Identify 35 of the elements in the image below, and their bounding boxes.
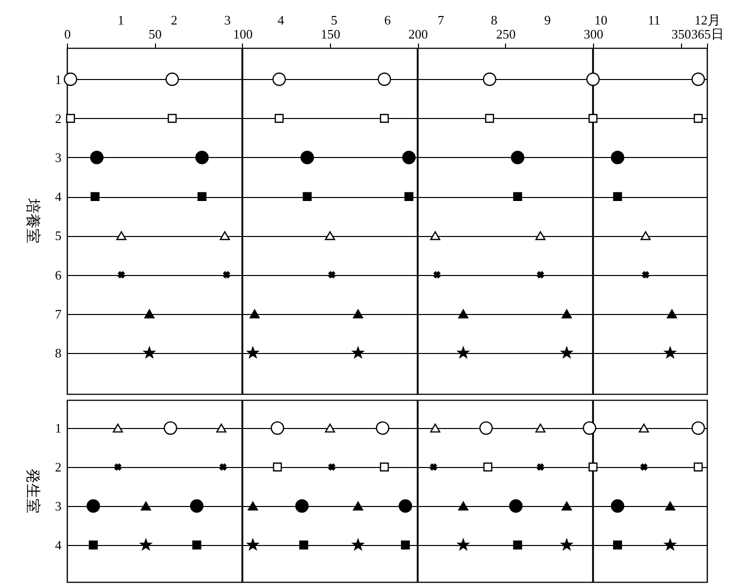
- x2-tick-label: 2: [170, 12, 178, 28]
- x2-tick-label: 10: [594, 12, 608, 28]
- y-tick-label: 1: [55, 420, 62, 436]
- y-axis-title: 発生室: [24, 468, 41, 514]
- x-tick-label: 200: [408, 26, 428, 42]
- x2-tick-label: 12月: [694, 12, 720, 28]
- x2-tick-label: 1: [118, 12, 124, 28]
- y-tick-label: 1: [55, 72, 62, 87]
- x2-tick-label: 11: [648, 12, 660, 28]
- y-tick-label: 3: [55, 150, 62, 165]
- y-tick-label: 4: [55, 537, 62, 552]
- x-tick-label: 150: [320, 26, 340, 42]
- x-tick-label: 100: [233, 26, 253, 42]
- y-tick-label: 4: [55, 189, 62, 204]
- x-tick-label: 0: [64, 26, 71, 42]
- y-tick-label: 8: [55, 345, 62, 360]
- x-tick-label: 300: [584, 26, 604, 42]
- x2-tick-label: 6: [384, 12, 392, 28]
- x-tick-label: 250: [496, 26, 516, 42]
- x-tick-label: 365日: [691, 26, 724, 42]
- y-tick-label: 5: [55, 228, 62, 244]
- y-axis-title: 培養室: [24, 198, 41, 244]
- x-tick-label: 50: [148, 26, 162, 42]
- y-tick-label: 3: [55, 498, 62, 514]
- y-tick-label: 7: [55, 306, 62, 322]
- x2-tick-label: 8: [490, 12, 498, 28]
- x-tick-label: 350: [671, 26, 691, 42]
- y-tick-label: 6: [55, 267, 62, 282]
- x2-tick-label: 4: [278, 12, 285, 28]
- y-tick-label: 2: [55, 110, 62, 126]
- x2-tick-label: 9: [544, 12, 551, 28]
- x2-tick-label: 3: [224, 12, 231, 28]
- y-tick-label: 2: [55, 460, 62, 475]
- x2-tick-label: 5: [330, 12, 338, 28]
- x2-tick-label: 7: [438, 12, 445, 28]
